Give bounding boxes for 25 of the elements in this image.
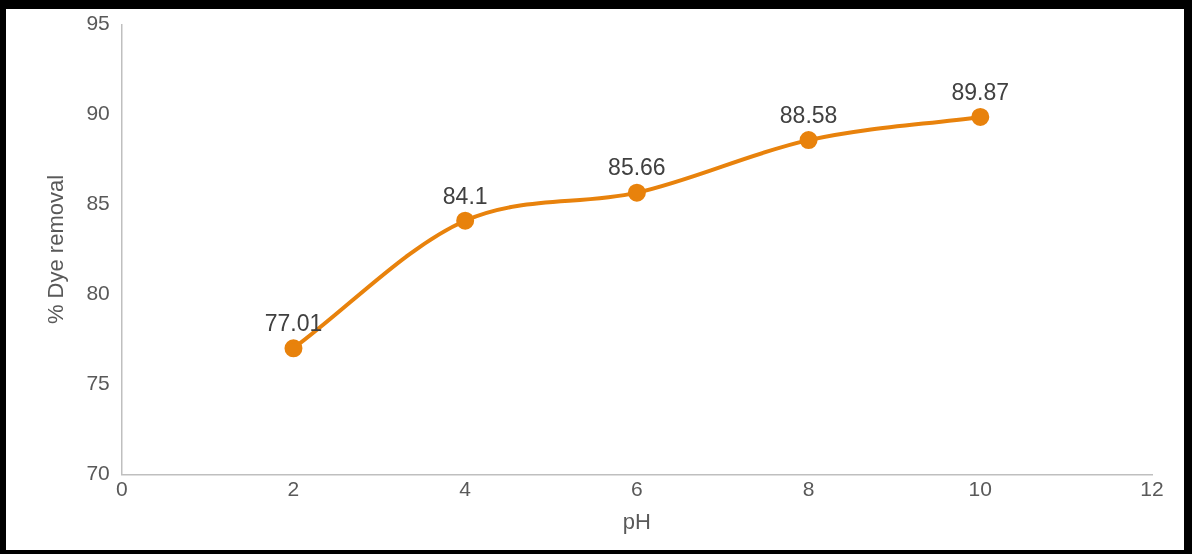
point <box>799 131 818 150</box>
y-tick-label: 70 <box>86 461 110 485</box>
x-tick-label: 6 <box>631 476 643 500</box>
y-tick-label: 75 <box>86 371 110 395</box>
x-axis-title: pH <box>622 508 651 534</box>
x-tick-label: 2 <box>287 476 300 500</box>
y-tick-label: 80 <box>86 281 110 305</box>
data-label: 89.87 <box>951 78 1010 105</box>
point <box>627 183 646 202</box>
data-label: 84.1 <box>442 182 488 209</box>
x-tick-label: 8 <box>802 476 815 500</box>
data-label: 88.58 <box>779 101 838 128</box>
y-tick-label: 95 <box>86 11 110 35</box>
point <box>456 211 475 230</box>
point <box>971 107 990 126</box>
data-label: 85.66 <box>608 154 666 181</box>
y-tick-label: 90 <box>86 101 110 125</box>
x-tick-label: 12 <box>1140 476 1164 500</box>
y-axis-title: % Dye removal <box>43 174 69 325</box>
y-tick-label: 85 <box>86 191 110 215</box>
x-tick-label: 0 <box>115 476 128 500</box>
x-tick-label: 4 <box>459 476 472 500</box>
data-label: 77.01 <box>264 310 323 337</box>
point <box>284 339 303 358</box>
x-tick-label: 10 <box>968 476 992 500</box>
